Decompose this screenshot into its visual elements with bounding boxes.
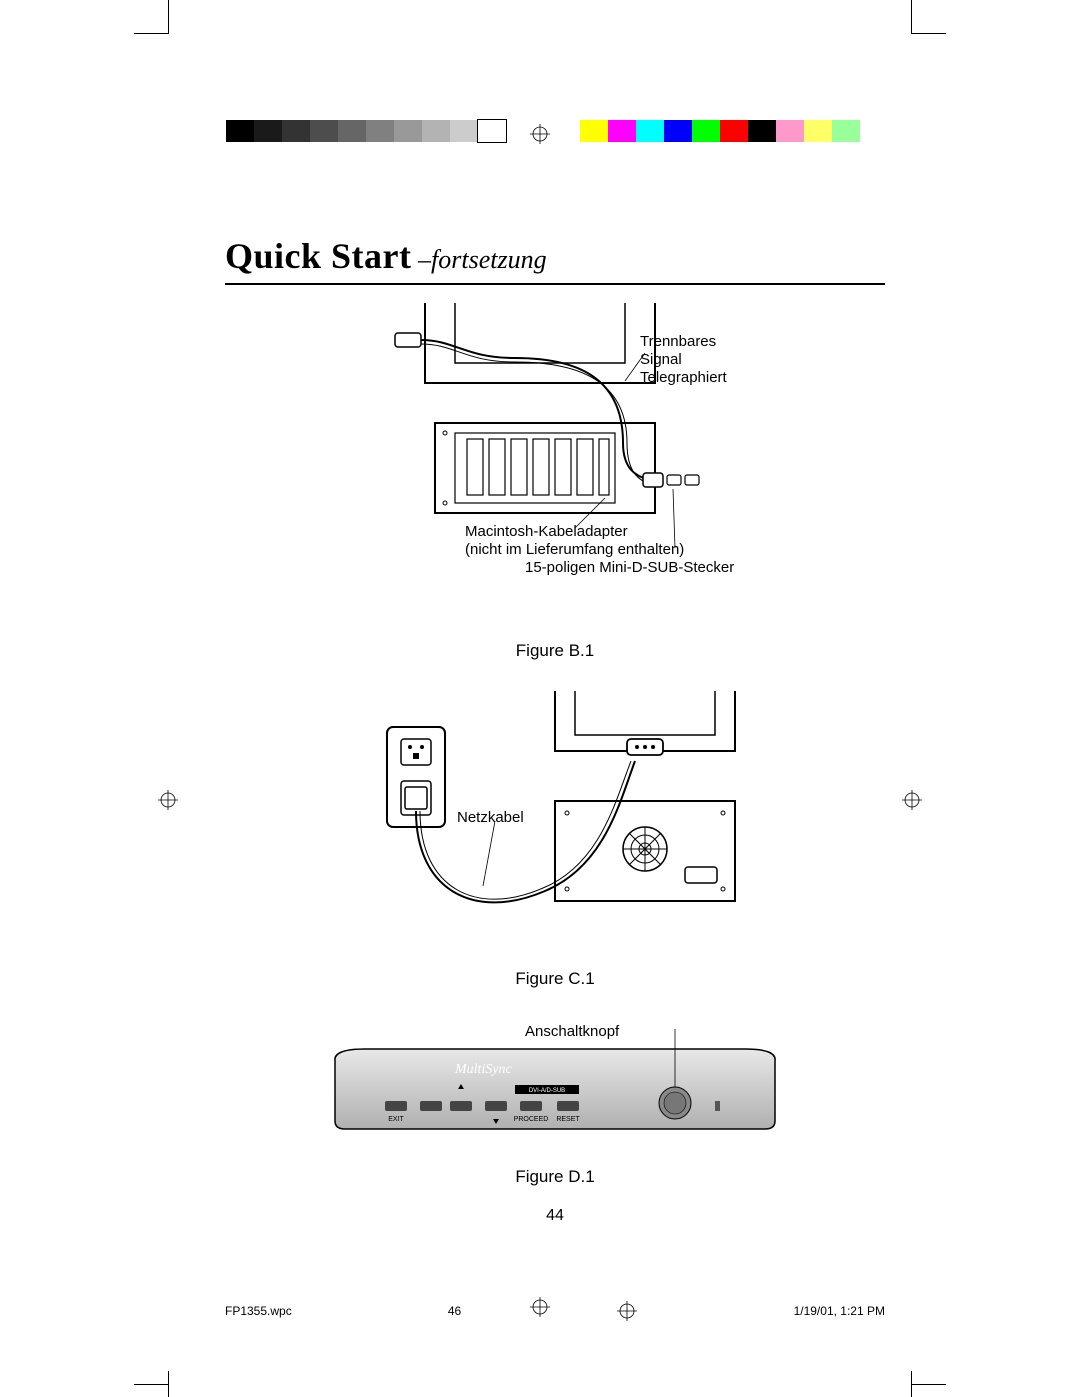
title-main: Quick Start — [225, 236, 412, 276]
annot-text: 15-poligen Mini-D-SUB-Stecker — [525, 559, 734, 576]
annot-power-cable: Netzkabel — [457, 809, 524, 827]
btn-label: DVI-A/D-SUB — [529, 1088, 565, 1094]
cropmark — [912, 1384, 946, 1385]
footer-datetime: 1/19/01, 1:21 PM — [794, 1304, 885, 1318]
brand-text: MultiSync — [454, 1062, 513, 1077]
cropmark — [168, 0, 169, 34]
figure-c-diagram — [365, 691, 745, 941]
annot-text: Macintosh-Kabeladapter — [465, 523, 628, 540]
print-colorbar — [580, 120, 860, 142]
annot-mac-adapter: Macintosh-Kabeladapter (nicht im Lieferu… — [465, 523, 684, 559]
figure-b: Trennbares Signal Telegraphiert Macintos… — [225, 303, 885, 661]
cropmark — [911, 0, 912, 34]
annot-text: Trennbares — [640, 333, 716, 350]
figure-c: Netzkabel Figure C.1 — [225, 691, 885, 989]
annot-text: Signal Telegraphiert — [640, 351, 727, 386]
annot-text: (nicht im Lieferumfang enthalten) — [465, 541, 684, 558]
cropmark — [134, 1384, 168, 1385]
cropmark — [911, 1371, 912, 1397]
footer-filename: FP1355.wpc — [225, 1304, 292, 1318]
print-colorbar — [226, 120, 506, 142]
figure-d-diagram: MultiSync EXIT PROCEED RESET — [325, 1029, 785, 1139]
footer-sheet: 46 — [448, 1304, 461, 1318]
annot-signal-cable: Trennbares Signal Telegraphiert — [640, 333, 745, 387]
registration-mark-icon — [530, 124, 550, 144]
page-content: Quick Start –fortsetzung — [225, 235, 885, 1225]
figure-d: Anschaltknopf MultiSync EXIT — [225, 1029, 885, 1187]
figure-d-caption: Figure D.1 — [225, 1167, 885, 1187]
annot-text: Netzkabel — [457, 809, 524, 826]
print-footer: FP1355.wpc 46 1/19/01, 1:21 PM — [225, 1301, 885, 1321]
registration-mark-icon — [617, 1301, 637, 1321]
cropmark — [168, 1371, 169, 1397]
registration-mark-icon — [902, 790, 922, 810]
btn-label: PROCEED — [514, 1116, 549, 1123]
title-rule — [225, 283, 885, 285]
cropmark — [134, 33, 168, 34]
btn-label: RESET — [556, 1116, 580, 1123]
title-sub: –fortsetzung — [412, 245, 547, 274]
registration-mark-icon — [158, 790, 178, 810]
figure-c-caption: Figure C.1 — [225, 969, 885, 989]
page-title: Quick Start –fortsetzung — [225, 235, 885, 281]
annot-dsub: 15-poligen Mini-D-SUB-Stecker — [525, 559, 734, 577]
btn-label: EXIT — [388, 1116, 404, 1123]
cropmark — [912, 33, 946, 34]
page-number: 44 — [225, 1207, 885, 1225]
figure-b-caption: Figure B.1 — [225, 641, 885, 661]
